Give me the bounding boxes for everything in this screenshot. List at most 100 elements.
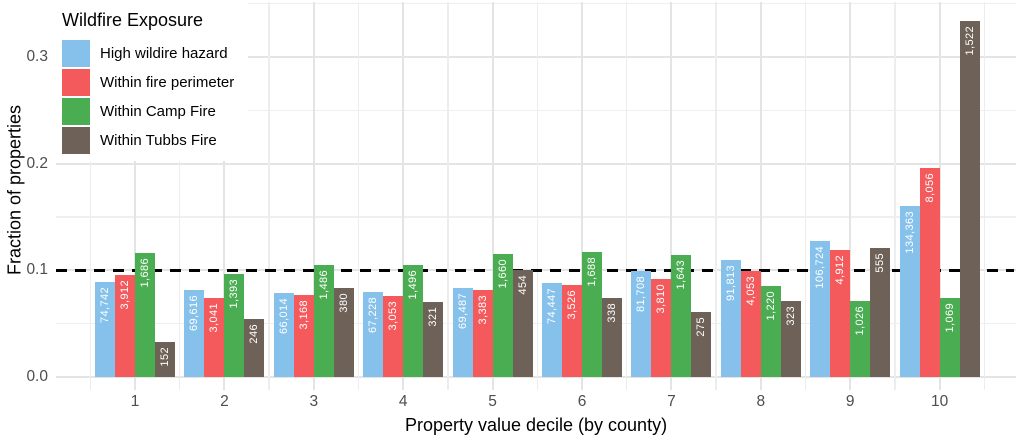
legend-item-within-camp-fire: Within Camp Fire xyxy=(62,97,234,126)
gridline-vertical-major xyxy=(670,2,673,390)
bar-count-label: 4,053 xyxy=(744,276,757,306)
legend-item-within-fire-perimeter: Within fire perimeter xyxy=(62,68,234,97)
bar-count-label: 321 xyxy=(427,307,440,327)
bar-count-label: 1,486 xyxy=(317,270,330,300)
bar-within-camp-fire-decile-1: 1,686 xyxy=(135,253,155,377)
bar-count-label: 1,069 xyxy=(943,303,956,333)
bar-count-label: 1,026 xyxy=(854,306,867,336)
bar-count-label: 1,220 xyxy=(764,291,777,321)
bar-high-wildire-hazard-decile-10: 134,363 xyxy=(899,206,920,377)
within-tubbs-fire-swatch-icon xyxy=(62,127,90,154)
bar-within-fire-perimeter-decile-8: 4,053 xyxy=(740,271,761,377)
bar-high-wildire-hazard-decile-7: 81,708 xyxy=(631,271,652,377)
bar-count-label: 323 xyxy=(784,306,797,326)
bar-within-camp-fire-decile-7: 1,643 xyxy=(671,255,692,377)
high-wildfire-hazard-swatch-icon xyxy=(62,40,90,67)
bar-high-wildire-hazard-decile-8: 91,813 xyxy=(720,260,741,377)
bar-count-label: 246 xyxy=(248,324,261,344)
bar-count-label: 134,363 xyxy=(903,211,916,254)
gridline-vertical-major xyxy=(491,2,494,390)
bar-within-tubbs-fire-decile-6: 338 xyxy=(602,298,622,377)
bar-within-tubbs-fire-decile-3: 380 xyxy=(333,288,354,377)
gridline-vertical-minor xyxy=(536,2,539,390)
x-tick-label-4: 4 xyxy=(398,393,408,410)
bar-count-label: 3,168 xyxy=(297,300,310,330)
bar-count-label: 3,053 xyxy=(387,301,400,331)
bar-high-wildire-hazard-decile-3: 66,014 xyxy=(273,293,294,377)
x-tick-label-3: 3 xyxy=(309,393,319,410)
bar-high-wildire-hazard-decile-2: 69,616 xyxy=(184,290,205,377)
bar-count-label: 1,522 xyxy=(963,26,976,56)
bar-within-camp-fire-decile-2: 1,393 xyxy=(224,274,245,377)
gridline-vertical-minor xyxy=(357,2,360,390)
bar-count-label: 3,912 xyxy=(119,280,131,310)
gridline-vertical-major xyxy=(223,2,226,390)
gridline-vertical-minor xyxy=(804,2,807,390)
y-tick-label-0.2: 0.2 xyxy=(26,154,48,172)
bar-within-tubbs-fire-decile-4: 321 xyxy=(423,302,444,377)
x-tick-label-7: 7 xyxy=(667,393,676,410)
x-tick-label-5: 5 xyxy=(488,393,497,410)
bar-count-label: 74,742 xyxy=(99,287,111,324)
x-tick-label-6: 6 xyxy=(577,393,587,410)
x-tick-label-2: 2 xyxy=(220,393,229,410)
bar-count-label: 91,813 xyxy=(724,265,737,302)
legend-item-within-tubbs-fire: Within Tubbs Fire xyxy=(62,126,234,155)
gridline-vertical-minor xyxy=(715,2,717,390)
bar-count-label: 66,014 xyxy=(277,298,290,335)
gridline-vertical-minor xyxy=(625,2,628,390)
bar-count-label: 81,708 xyxy=(635,276,648,313)
bar-within-fire-perimeter-decile-3: 3,168 xyxy=(293,295,314,377)
bar-within-camp-fire-decile-6: 1,688 xyxy=(582,252,602,377)
legend-title: Wildfire Exposure xyxy=(62,10,204,30)
bar-count-label: 275 xyxy=(695,317,708,337)
bar-count-label: 1,496 xyxy=(407,270,420,300)
bar-count-label: 380 xyxy=(337,293,350,313)
bar-high-wildire-hazard-decile-5: 69,487 xyxy=(452,288,473,377)
bar-within-camp-fire-decile-5: 1,660 xyxy=(492,254,513,377)
gridline-vertical-major xyxy=(581,2,583,390)
bar-count-label: 3,041 xyxy=(208,303,221,333)
y-axis-title: Fraction of properties xyxy=(4,104,25,276)
bar-count-label: 1,393 xyxy=(228,279,241,309)
bar-count-label: 69,487 xyxy=(456,293,469,330)
bar-count-label: 1,686 xyxy=(139,258,151,288)
bar-count-label: 1,688 xyxy=(586,257,598,287)
bar-within-fire-perimeter-decile-5: 3,383 xyxy=(472,290,493,377)
bar-count-label: 1,660 xyxy=(496,259,509,289)
legend-item-label: Within Tubbs Fire xyxy=(100,132,217,149)
bar-within-fire-perimeter-decile-7: 3,810 xyxy=(651,279,672,377)
gridline-vertical-major xyxy=(312,2,315,390)
gridline-vertical-major xyxy=(402,2,405,390)
x-tick-label-10: 10 xyxy=(930,393,949,410)
gridline-vertical-major xyxy=(849,2,852,390)
legend-item-label: Within Camp Fire xyxy=(100,103,216,120)
bar-count-label: 4,912 xyxy=(834,255,847,285)
bar-within-tubbs-fire-decile-7: 275 xyxy=(691,312,712,377)
gridline-vertical-major xyxy=(938,2,941,390)
gridline-vertical-minor xyxy=(983,2,986,390)
x-tick-label-9: 9 xyxy=(845,393,855,410)
bar-within-fire-perimeter-decile-4: 3,053 xyxy=(383,296,404,377)
x-axis-title: Property value decile (by county) xyxy=(404,415,668,435)
bar-high-wildire-hazard-decile-1: 74,742 xyxy=(95,282,115,377)
gridline-vertical-minor xyxy=(178,2,181,390)
reference-line-0.1 xyxy=(56,268,1014,272)
bar-count-label: 454 xyxy=(516,275,529,295)
bar-count-label: 69,616 xyxy=(188,295,201,332)
gridline-vertical-minor xyxy=(447,2,449,390)
bar-count-label: 555 xyxy=(874,253,887,273)
gridline-horizontal-minor xyxy=(56,109,1016,111)
y-tick-label-0.1: 0.1 xyxy=(26,261,48,279)
bar-within-camp-fire-decile-10: 1,069 xyxy=(939,298,960,377)
bar-within-tubbs-fire-decile-5: 454 xyxy=(512,270,533,377)
bar-high-wildire-hazard-decile-6: 74,447 xyxy=(542,283,562,377)
gridline-horizontal-minor xyxy=(56,322,1016,325)
legend-item-label: High wildire hazard xyxy=(100,45,228,62)
bar-within-fire-perimeter-decile-9: 4,912 xyxy=(830,250,851,377)
bar-within-fire-perimeter-decile-6: 3,526 xyxy=(562,285,582,377)
bar-high-wildire-hazard-decile-9: 106,724 xyxy=(810,241,831,377)
legend: Wildfire Exposure High wildire hazard Wi… xyxy=(56,2,249,161)
bar-count-label: 8,056 xyxy=(923,173,936,203)
